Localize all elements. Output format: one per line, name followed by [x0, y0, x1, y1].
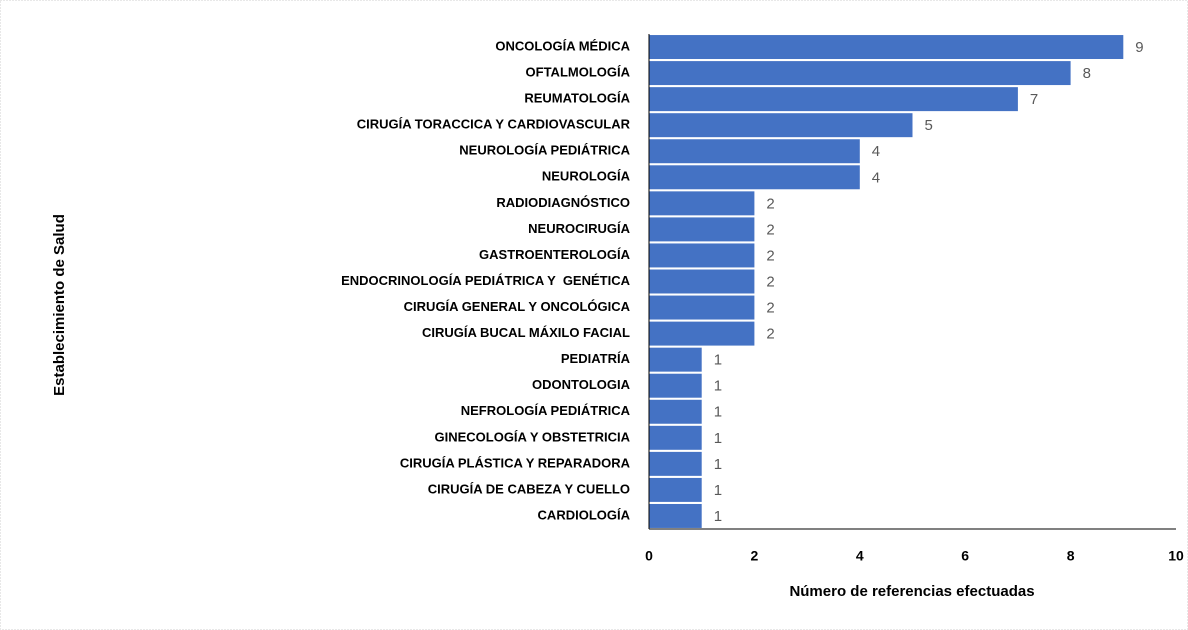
data-label: 4: [872, 169, 880, 186]
y-tick-label: ODONTOLOGIA: [532, 377, 631, 392]
y-tick-label: NEFROLOGÍA PEDIÁTRICA: [461, 403, 631, 418]
y-axis-title: Establecimiento de Salud: [51, 214, 68, 396]
x-axis-title: Número de referencias efectuadas: [789, 583, 1034, 600]
data-label: 1: [714, 404, 722, 421]
x-tick-label: 4: [856, 548, 864, 564]
data-label: 1: [714, 430, 722, 447]
data-label: 9: [1135, 39, 1143, 56]
data-label: 2: [766, 326, 774, 343]
data-label: 4: [872, 143, 880, 160]
data-label: 8: [1083, 65, 1091, 82]
y-tick-label: ONCOLOGÍA MÉDICA: [495, 38, 630, 53]
y-tick-label: ENDOCRINOLOGÍA PEDIÁTRICA Y GENÉTICA: [341, 273, 631, 288]
bar: [649, 503, 702, 528]
data-label: 2: [766, 221, 774, 238]
y-tick-label: GINECOLOGÍA Y OBSTETRICIA: [434, 429, 630, 444]
bar: [649, 243, 755, 268]
data-label: 2: [766, 247, 774, 264]
y-tick-label: CIRUGÍA PLÁSTICA Y REPARADORA: [400, 455, 631, 470]
x-tick-label: 2: [751, 548, 759, 564]
data-label: 2: [766, 300, 774, 317]
data-label: 1: [714, 456, 722, 473]
bar: [649, 191, 755, 216]
y-tick-label: CARDIOLOGÍA: [538, 507, 631, 522]
x-tick-label: 6: [961, 548, 969, 564]
x-tick-label: 8: [1067, 548, 1075, 564]
y-tick-label: OFTALMOLOGÍA: [526, 65, 631, 80]
data-label: 1: [714, 378, 722, 395]
y-tick-label: NEUROLOGÍA: [542, 169, 631, 184]
y-tick-label: NEUROLOGÍA PEDIÁTRICA: [459, 143, 630, 158]
bar: [649, 87, 1018, 112]
y-tick-label: CIRUGÍA GENERAL Y ONCOLÓGICA: [404, 299, 631, 314]
data-label: 1: [714, 508, 722, 525]
data-label: 2: [766, 273, 774, 290]
bar: [649, 295, 755, 320]
bar: [649, 217, 755, 242]
data-label: 1: [714, 352, 722, 369]
bar: [649, 61, 1071, 86]
bar: [649, 373, 702, 398]
y-tick-label: PEDIATRÍA: [561, 351, 631, 366]
y-tick-label: CIRUGÍA BUCAL MÁXILO FACIAL: [422, 325, 630, 340]
bar: [649, 139, 860, 164]
y-tick-label: REUMATOLOGÍA: [524, 91, 630, 106]
bar: [649, 399, 702, 424]
data-label: 7: [1030, 91, 1038, 108]
x-tick-label: 0: [645, 548, 653, 564]
bar: [649, 113, 913, 138]
y-tick-label: CIRUGÍA DE CABEZA Y CUELLO: [428, 481, 630, 496]
data-label: 2: [766, 195, 774, 212]
bar: [649, 321, 755, 346]
bar: [649, 269, 755, 294]
y-tick-label: RADIODIAGNÓSTICO: [496, 195, 630, 210]
data-label: 5: [925, 117, 933, 134]
bar: [649, 347, 702, 372]
y-tick-label: NEUROCIRUGÍA: [528, 221, 630, 236]
x-tick-label: 10: [1168, 548, 1184, 564]
y-tick-label: CIRUGÍA TORACCICA Y CARDIOVASCULAR: [357, 117, 631, 132]
bar: [649, 477, 702, 502]
bar: [649, 451, 702, 476]
bar: [649, 425, 702, 450]
bar: [649, 35, 1124, 60]
y-tick-label: GASTROENTEROLOGÍA: [479, 247, 631, 262]
bar: [649, 165, 860, 190]
data-label: 1: [714, 482, 722, 499]
